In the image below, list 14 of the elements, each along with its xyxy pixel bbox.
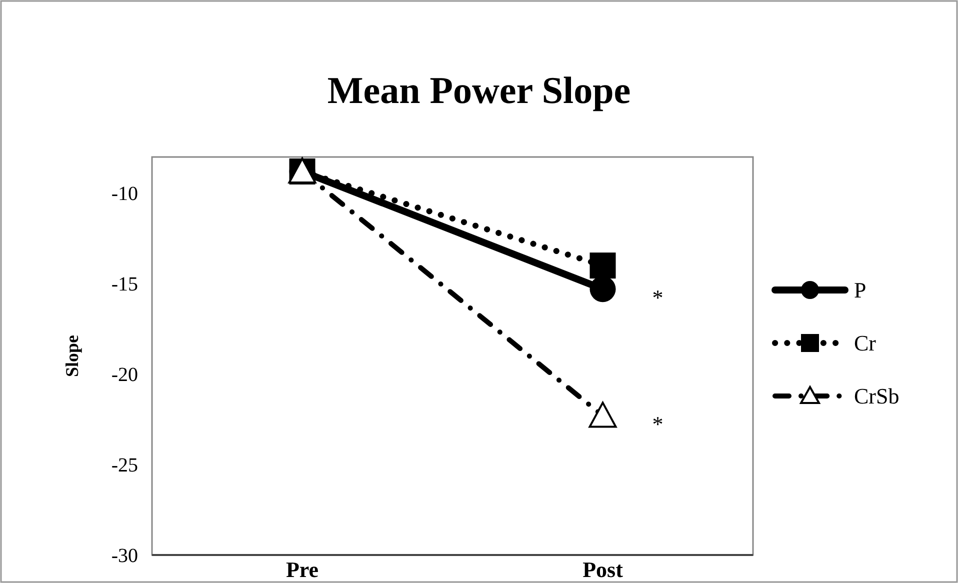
legend-label: P bbox=[854, 278, 866, 303]
y-tick-label: -15 bbox=[111, 274, 138, 296]
annotation: * bbox=[652, 285, 664, 310]
x-tick-label: Post bbox=[582, 557, 624, 582]
annotation: * bbox=[652, 412, 664, 437]
y-tick-label: -20 bbox=[111, 364, 138, 386]
y-tick-label: -25 bbox=[111, 454, 138, 477]
y-axis-title: Slope bbox=[62, 334, 82, 378]
legend-label: Cr bbox=[854, 330, 877, 356]
y-tick-label: -30 bbox=[111, 545, 138, 567]
legend-label: CrSb bbox=[854, 384, 900, 409]
y-tick-label: -10 bbox=[111, 183, 138, 206]
x-tick-label: Pre bbox=[286, 557, 319, 582]
chart-title: Mean Power Slope bbox=[327, 70, 631, 112]
